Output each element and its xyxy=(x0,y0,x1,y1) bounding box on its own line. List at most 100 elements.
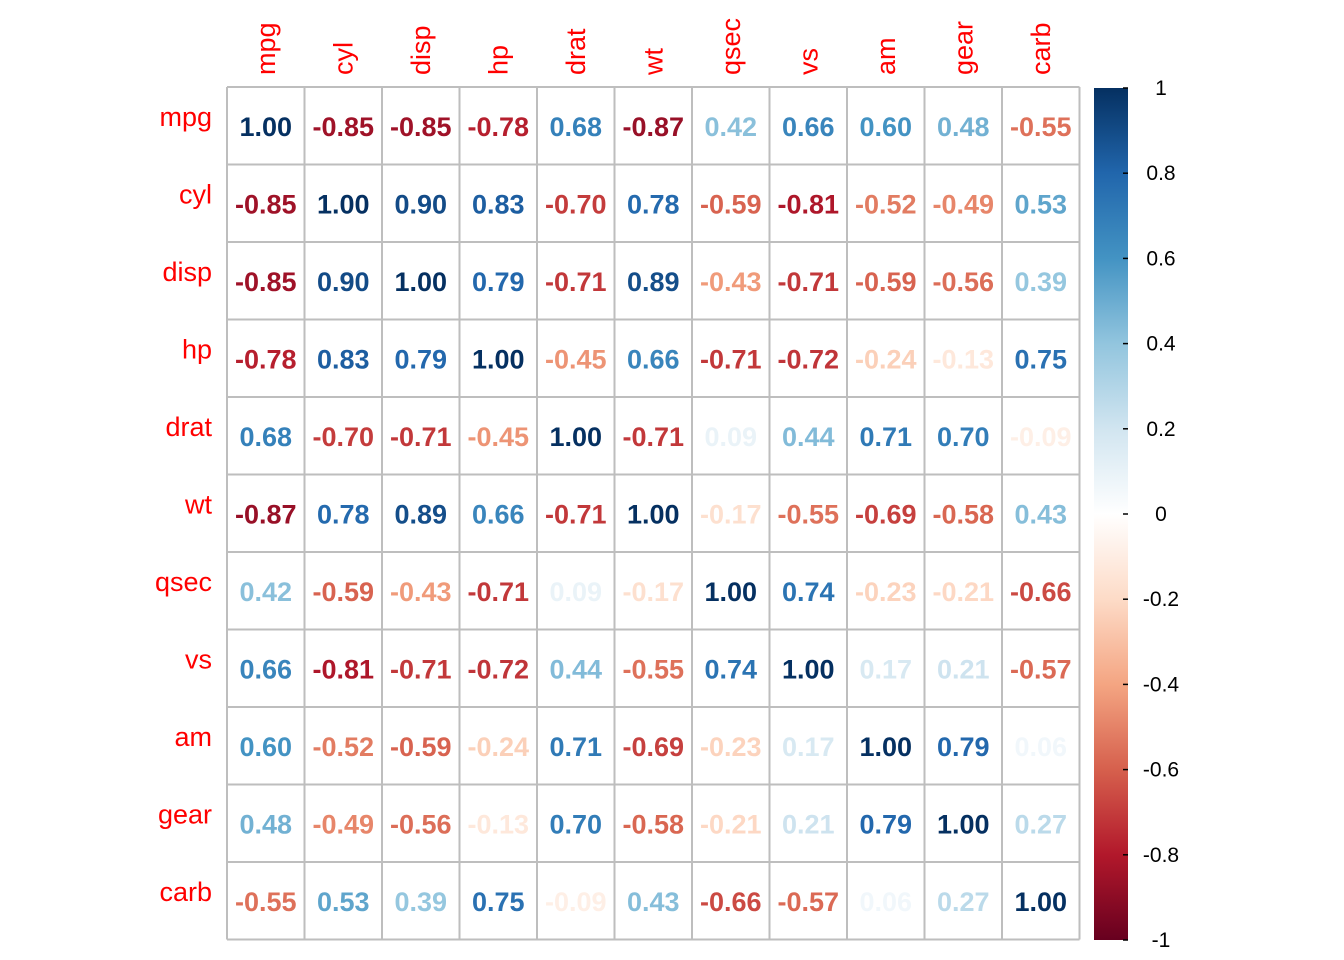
cell-value-carb-am: 0.06 xyxy=(859,887,912,917)
row-label-qsec: qsec xyxy=(155,567,212,597)
cell-value-am-qsec: -0.23 xyxy=(700,732,762,762)
cell-value-gear-gear: 1.00 xyxy=(937,809,990,839)
colorbar-tick-label: 0.2 xyxy=(1146,418,1175,441)
cell-value-hp-mpg: -0.78 xyxy=(235,344,297,374)
cell-value-cyl-mpg: -0.85 xyxy=(235,189,297,219)
cell-value-qsec-am: -0.23 xyxy=(855,577,917,607)
cell-value-hp-disp: 0.79 xyxy=(394,344,447,374)
cell-value-disp-gear: -0.56 xyxy=(932,267,994,297)
cell-value-cyl-carb: 0.53 xyxy=(1014,189,1067,219)
cell-value-hp-cyl: 0.83 xyxy=(317,344,370,374)
cell-value-carb-wt: 0.43 xyxy=(627,887,680,917)
row-label-drat: drat xyxy=(165,412,212,442)
cell-value-vs-vs: 1.00 xyxy=(782,654,835,684)
grid-layer xyxy=(226,86,1081,941)
colorbar: 1 0.8 0.6 0.4 0.2 0 -0.2 -0.4 -0.6 -0.8 -1 xyxy=(1094,77,1179,952)
cell-value-gear-qsec: -0.21 xyxy=(700,809,762,839)
cell-value-cyl-gear: -0.49 xyxy=(932,189,994,219)
cell-values: 1.00 -0.85 -0.85 -0.78 0.68 -0.87 0.42 0.66 0.60… xyxy=(235,112,1072,917)
cell-value-am-carb: 0.06 xyxy=(1014,732,1067,762)
cell-value-gear-mpg: 0.48 xyxy=(239,809,292,839)
colorbar-tick-label: 0 xyxy=(1155,503,1167,526)
cell-value-am-wt: -0.69 xyxy=(622,732,684,762)
cell-value-vs-qsec: 0.74 xyxy=(704,654,757,684)
cell-value-qsec-disp: -0.43 xyxy=(390,577,452,607)
cell-value-disp-disp: 1.00 xyxy=(394,267,447,297)
cell-value-cyl-hp: 0.83 xyxy=(472,189,525,219)
row-labels: mpg cyl disp hp drat wt qsec vs am gear carb xyxy=(155,102,213,907)
cell-value-mpg-mpg: 1.00 xyxy=(239,112,292,142)
cell-value-qsec-wt: -0.17 xyxy=(622,577,684,607)
cell-value-am-drat: 0.71 xyxy=(549,732,602,762)
cell-value-carb-qsec: -0.66 xyxy=(700,887,762,917)
cell-value-qsec-carb: -0.66 xyxy=(1010,577,1072,607)
row-label-hp: hp xyxy=(182,334,212,364)
cell-value-carb-vs: -0.57 xyxy=(777,887,839,917)
cell-value-disp-carb: 0.39 xyxy=(1014,267,1067,297)
cell-value-disp-mpg: -0.85 xyxy=(235,267,297,297)
column-label-mpg: mpg xyxy=(251,22,281,75)
cell-value-vs-cyl: -0.81 xyxy=(312,654,374,684)
cell-value-drat-wt: -0.71 xyxy=(622,422,684,452)
cell-value-disp-wt: 0.89 xyxy=(627,267,680,297)
cell-value-disp-qsec: -0.43 xyxy=(700,267,762,297)
column-label-drat: drat xyxy=(561,28,591,75)
cell-value-vs-carb: -0.57 xyxy=(1010,654,1072,684)
cell-value-mpg-carb: -0.55 xyxy=(1010,112,1072,142)
cell-value-gear-disp: -0.56 xyxy=(390,809,452,839)
cell-value-mpg-drat: 0.68 xyxy=(549,112,602,142)
cell-value-drat-mpg: 0.68 xyxy=(239,422,292,452)
column-label-qsec: qsec xyxy=(716,18,746,75)
cell-value-cyl-wt: 0.78 xyxy=(627,189,680,219)
cell-value-qsec-hp: -0.71 xyxy=(467,577,529,607)
cell-value-drat-qsec: 0.09 xyxy=(704,422,757,452)
cell-value-hp-am: -0.24 xyxy=(855,344,917,374)
cell-value-gear-carb: 0.27 xyxy=(1014,809,1067,839)
row-label-mpg: mpg xyxy=(159,102,212,132)
cell-value-wt-am: -0.69 xyxy=(855,499,917,529)
cell-value-mpg-disp: -0.85 xyxy=(390,112,452,142)
cell-value-wt-disp: 0.89 xyxy=(394,499,447,529)
cell-value-wt-drat: -0.71 xyxy=(545,499,607,529)
cell-value-gear-drat: 0.70 xyxy=(549,809,602,839)
cell-value-hp-hp: 1.00 xyxy=(472,344,525,374)
colorbar-tick-label: -0.8 xyxy=(1143,844,1179,867)
cell-value-drat-hp: -0.45 xyxy=(467,422,529,452)
cell-value-vs-am: 0.17 xyxy=(859,654,912,684)
cell-value-mpg-hp: -0.78 xyxy=(467,112,529,142)
cell-value-mpg-cyl: -0.85 xyxy=(312,112,374,142)
cell-value-gear-am: 0.79 xyxy=(859,809,912,839)
cell-value-am-cyl: -0.52 xyxy=(312,732,374,762)
cell-value-am-vs: 0.17 xyxy=(782,732,835,762)
cell-value-vs-gear: 0.21 xyxy=(937,654,990,684)
column-label-vs: vs xyxy=(793,48,823,75)
colorbar-tick-label: 0.4 xyxy=(1146,333,1176,356)
cell-value-mpg-gear: 0.48 xyxy=(937,112,990,142)
row-label-wt: wt xyxy=(184,489,212,519)
cell-value-cyl-am: -0.52 xyxy=(855,189,917,219)
column-label-gear: gear xyxy=(948,21,978,75)
column-label-am: am xyxy=(871,37,901,75)
cell-value-wt-hp: 0.66 xyxy=(472,499,525,529)
cell-value-qsec-mpg: 0.42 xyxy=(239,577,292,607)
cell-value-qsec-drat: 0.09 xyxy=(549,577,602,607)
cell-value-cyl-disp: 0.90 xyxy=(394,189,447,219)
cell-value-mpg-qsec: 0.42 xyxy=(704,112,757,142)
cell-value-carb-drat: -0.09 xyxy=(545,887,607,917)
column-label-disp: disp xyxy=(406,25,436,75)
colorbar-tick-label: 0.6 xyxy=(1146,247,1175,270)
cell-value-am-am: 1.00 xyxy=(859,732,912,762)
cell-value-hp-gear: -0.13 xyxy=(932,344,994,374)
cell-value-qsec-gear: -0.21 xyxy=(932,577,994,607)
cell-value-hp-vs: -0.72 xyxy=(777,344,839,374)
cell-value-hp-drat: -0.45 xyxy=(545,344,607,374)
cell-value-drat-cyl: -0.70 xyxy=(312,422,374,452)
cell-value-drat-vs: 0.44 xyxy=(782,422,835,452)
cell-value-carb-cyl: 0.53 xyxy=(317,887,370,917)
cell-value-wt-gear: -0.58 xyxy=(932,499,994,529)
cell-value-gear-hp: -0.13 xyxy=(467,809,529,839)
cell-value-am-hp: -0.24 xyxy=(467,732,529,762)
cell-value-wt-qsec: -0.17 xyxy=(700,499,762,529)
cell-value-hp-carb: 0.75 xyxy=(1014,344,1067,374)
